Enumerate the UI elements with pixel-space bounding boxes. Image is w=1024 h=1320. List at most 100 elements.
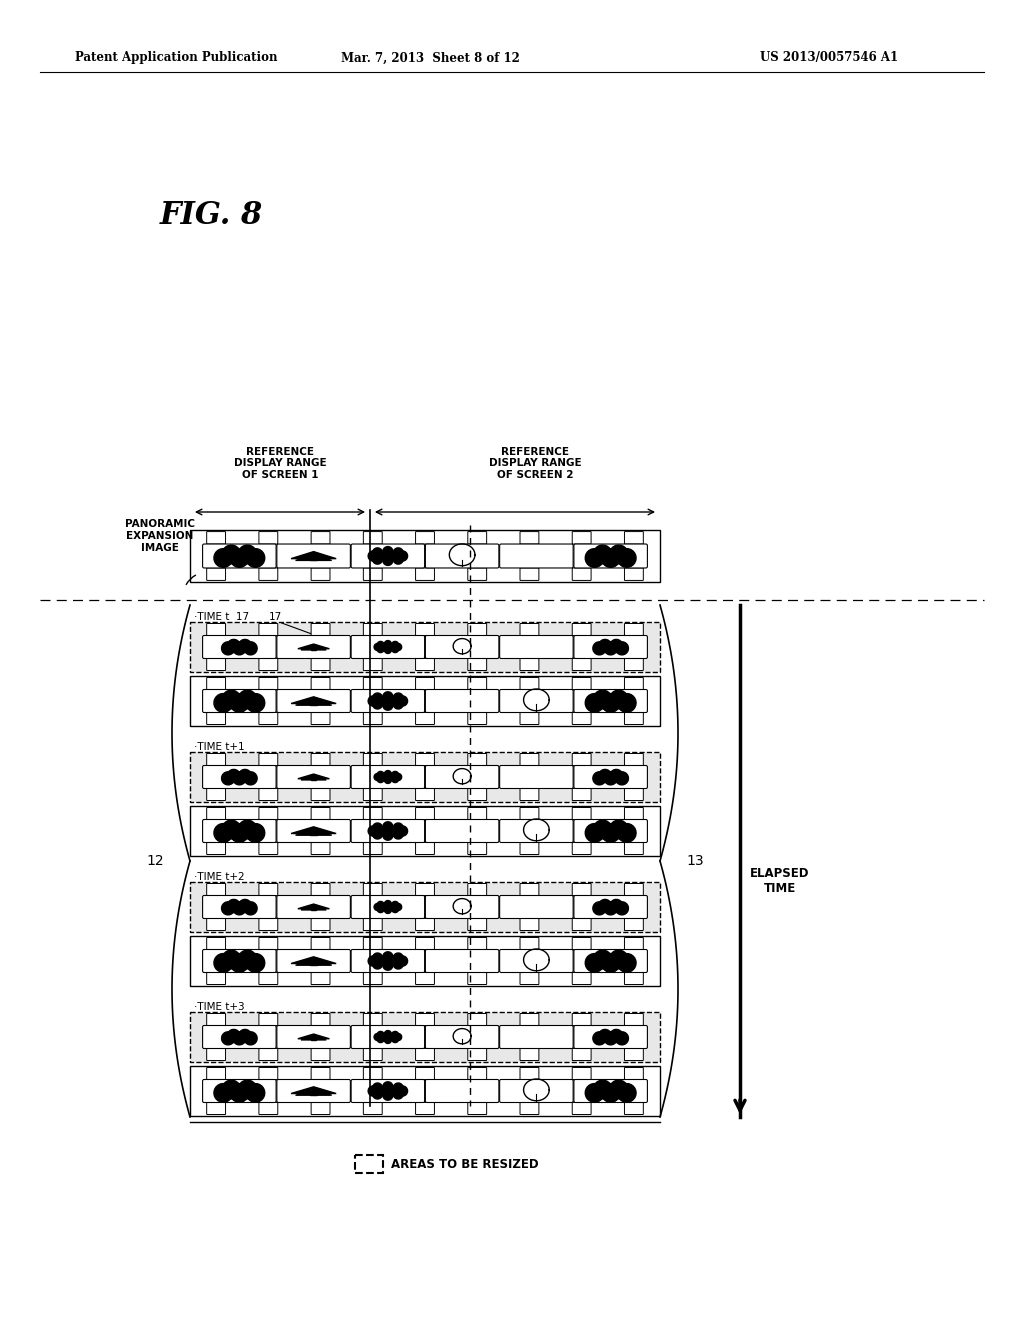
Polygon shape (601, 693, 620, 713)
FancyBboxPatch shape (259, 677, 278, 689)
Polygon shape (609, 899, 623, 912)
Polygon shape (609, 639, 623, 652)
FancyBboxPatch shape (625, 754, 643, 766)
Polygon shape (369, 696, 378, 706)
FancyBboxPatch shape (203, 820, 276, 842)
FancyBboxPatch shape (207, 973, 225, 985)
FancyBboxPatch shape (468, 1048, 486, 1060)
FancyBboxPatch shape (572, 883, 591, 895)
Polygon shape (230, 693, 249, 713)
Polygon shape (394, 643, 401, 651)
Polygon shape (394, 774, 401, 780)
FancyBboxPatch shape (207, 883, 225, 895)
FancyBboxPatch shape (364, 1102, 382, 1114)
Polygon shape (586, 1084, 604, 1102)
FancyBboxPatch shape (625, 973, 643, 985)
FancyBboxPatch shape (364, 623, 382, 635)
FancyBboxPatch shape (259, 973, 278, 985)
Polygon shape (609, 648, 612, 649)
FancyBboxPatch shape (520, 788, 539, 800)
FancyBboxPatch shape (364, 919, 382, 931)
FancyBboxPatch shape (207, 677, 225, 689)
FancyBboxPatch shape (203, 635, 276, 659)
Polygon shape (383, 556, 393, 565)
Polygon shape (381, 694, 394, 708)
Polygon shape (244, 642, 257, 655)
FancyBboxPatch shape (364, 973, 382, 985)
FancyBboxPatch shape (207, 754, 225, 766)
Polygon shape (237, 833, 242, 836)
Polygon shape (593, 820, 612, 838)
Polygon shape (239, 950, 257, 969)
Text: FIG. 8: FIG. 8 (160, 199, 263, 231)
FancyBboxPatch shape (416, 1102, 434, 1114)
FancyBboxPatch shape (500, 895, 573, 919)
FancyBboxPatch shape (468, 713, 486, 725)
FancyBboxPatch shape (520, 532, 539, 544)
FancyBboxPatch shape (311, 1014, 330, 1026)
FancyBboxPatch shape (416, 808, 434, 820)
FancyBboxPatch shape (311, 754, 330, 766)
FancyBboxPatch shape (572, 677, 591, 689)
Polygon shape (291, 957, 336, 964)
Polygon shape (222, 545, 241, 564)
Polygon shape (383, 830, 393, 841)
FancyBboxPatch shape (572, 754, 591, 766)
Bar (190, 1067, 660, 1115)
Polygon shape (393, 953, 403, 964)
FancyBboxPatch shape (500, 820, 573, 842)
FancyBboxPatch shape (468, 883, 486, 895)
Polygon shape (291, 552, 336, 558)
FancyBboxPatch shape (416, 1068, 434, 1080)
FancyBboxPatch shape (520, 883, 539, 895)
Polygon shape (221, 902, 234, 915)
FancyBboxPatch shape (207, 919, 225, 931)
FancyBboxPatch shape (207, 1048, 225, 1060)
Polygon shape (369, 1086, 378, 1096)
Polygon shape (609, 770, 623, 783)
FancyBboxPatch shape (311, 919, 330, 931)
Polygon shape (239, 1080, 257, 1098)
FancyBboxPatch shape (573, 689, 647, 713)
Polygon shape (391, 1031, 398, 1039)
Polygon shape (246, 824, 265, 842)
Polygon shape (397, 696, 408, 706)
FancyBboxPatch shape (416, 568, 434, 581)
Polygon shape (384, 1031, 391, 1038)
FancyBboxPatch shape (520, 623, 539, 635)
Polygon shape (296, 1090, 332, 1096)
Polygon shape (373, 953, 383, 964)
Polygon shape (391, 776, 398, 783)
FancyBboxPatch shape (468, 788, 486, 800)
FancyBboxPatch shape (625, 623, 643, 635)
FancyBboxPatch shape (468, 937, 486, 949)
FancyBboxPatch shape (425, 1080, 499, 1102)
FancyBboxPatch shape (276, 689, 350, 713)
Polygon shape (239, 820, 257, 838)
Polygon shape (617, 824, 636, 842)
FancyBboxPatch shape (364, 713, 382, 725)
Polygon shape (598, 770, 611, 783)
Polygon shape (391, 642, 398, 648)
Polygon shape (384, 900, 391, 908)
FancyBboxPatch shape (259, 1014, 278, 1026)
FancyBboxPatch shape (468, 808, 486, 820)
Polygon shape (593, 950, 612, 969)
Polygon shape (232, 902, 246, 915)
Bar (190, 676, 660, 726)
FancyBboxPatch shape (364, 568, 382, 581)
Polygon shape (373, 698, 383, 709)
Polygon shape (383, 1082, 393, 1092)
Polygon shape (604, 642, 617, 655)
FancyBboxPatch shape (203, 895, 276, 919)
FancyBboxPatch shape (572, 659, 591, 671)
Polygon shape (397, 956, 408, 966)
Polygon shape (383, 1090, 393, 1101)
Polygon shape (214, 693, 232, 713)
Polygon shape (384, 1036, 391, 1043)
Text: Mar. 7, 2013  Sheet 8 of 12: Mar. 7, 2013 Sheet 8 of 12 (341, 51, 519, 65)
Polygon shape (383, 822, 393, 832)
FancyBboxPatch shape (203, 689, 276, 713)
Polygon shape (246, 953, 265, 973)
FancyBboxPatch shape (573, 1080, 647, 1102)
